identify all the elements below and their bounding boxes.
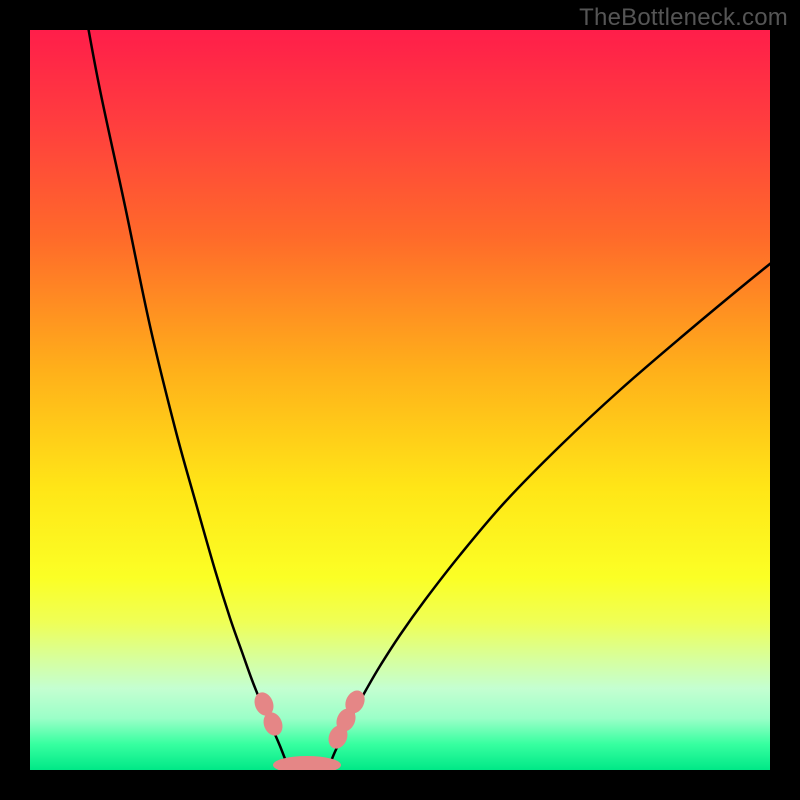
plot-region xyxy=(30,30,770,770)
plot-svg xyxy=(30,30,770,770)
gradient-background xyxy=(30,30,770,770)
chart-frame: TheBottleneck.com xyxy=(0,0,800,800)
watermark-text: TheBottleneck.com xyxy=(579,4,788,32)
